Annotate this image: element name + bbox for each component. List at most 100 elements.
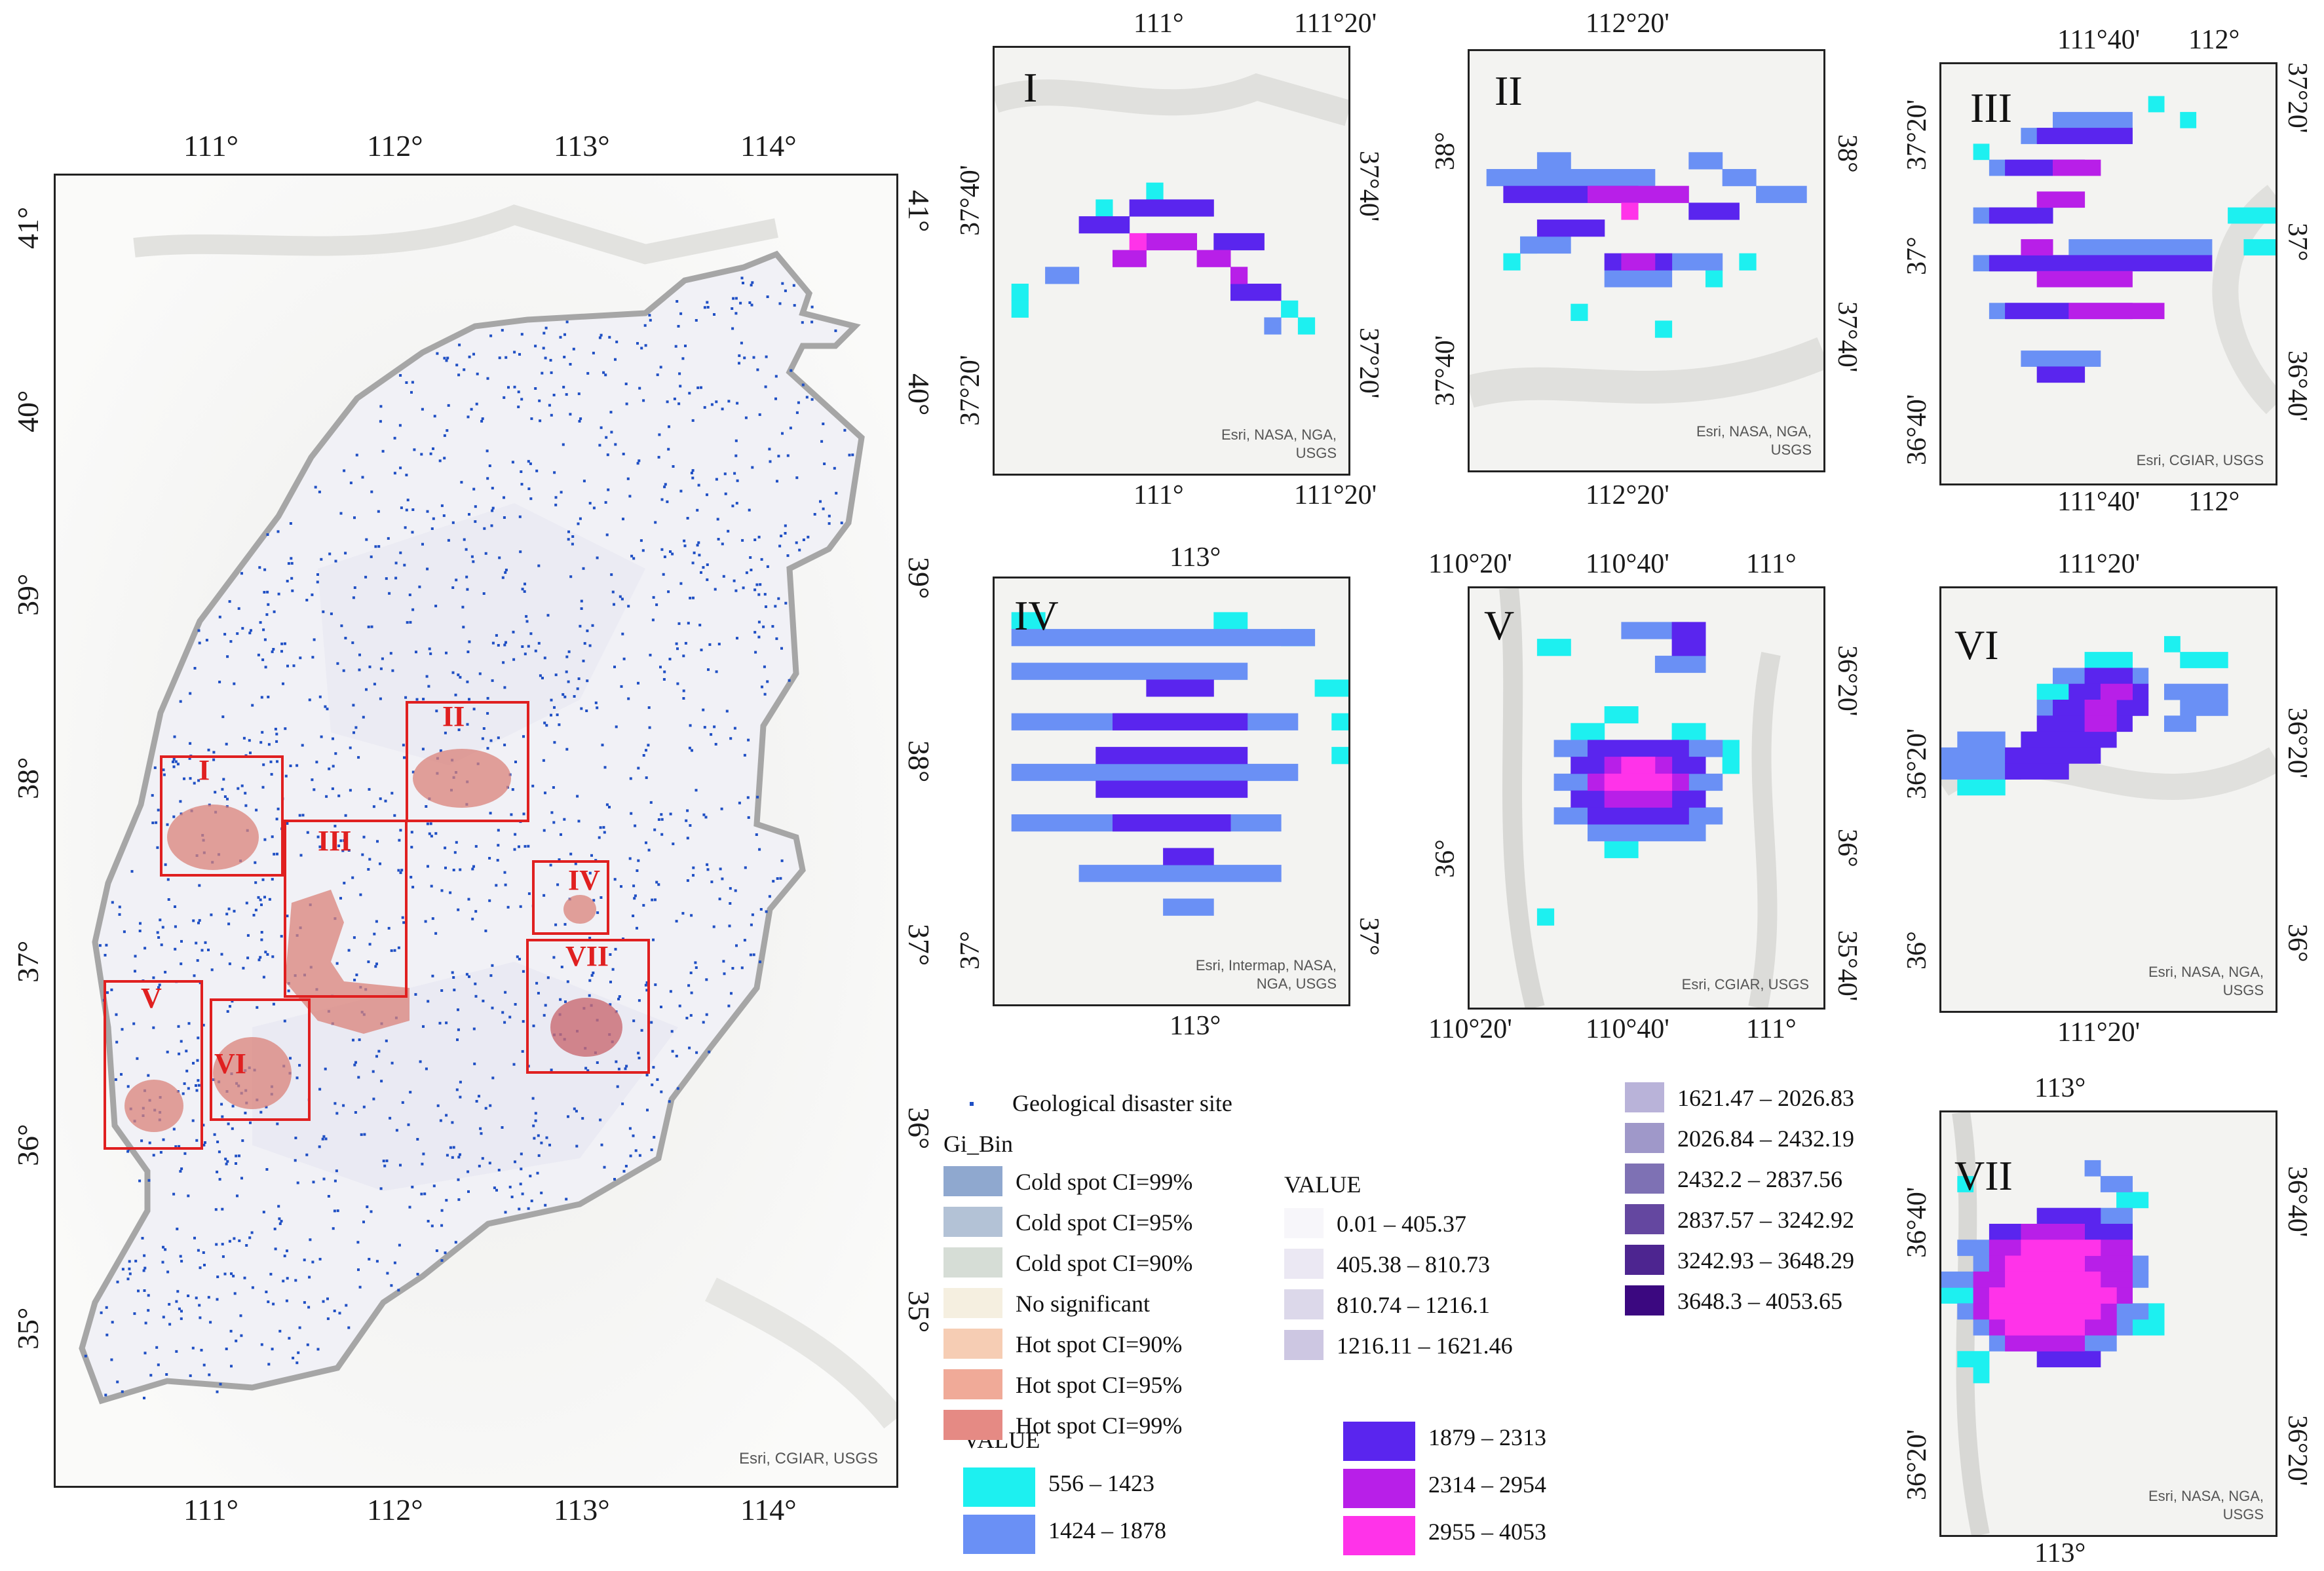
disaster-site-dot xyxy=(263,568,267,571)
disaster-site-dot xyxy=(173,735,176,738)
density-cell xyxy=(1078,865,1282,882)
disaster-site-dot xyxy=(600,333,603,337)
disaster-site-dot xyxy=(689,724,692,727)
disaster-site-dot xyxy=(240,1334,243,1337)
inset-V-right: 36°20' xyxy=(1832,645,1862,717)
disaster-site-dot xyxy=(133,1312,136,1315)
disaster-site-dot xyxy=(535,981,539,985)
disaster-site-dot xyxy=(688,1046,691,1050)
disaster-site-dot xyxy=(333,1310,336,1312)
disaster-site-dot xyxy=(801,321,804,324)
main-left-label: 41° xyxy=(11,206,45,249)
disaster-site-dot xyxy=(335,962,339,965)
disaster-site-dot xyxy=(514,833,517,836)
disaster-site-dot xyxy=(260,696,263,699)
disaster-site-dot xyxy=(463,538,466,541)
disaster-site-dot xyxy=(548,1143,551,1146)
disaster-site-dot xyxy=(534,1119,537,1122)
disaster-site-dot xyxy=(642,754,645,757)
disaster-site-dot xyxy=(289,1057,292,1060)
disaster-site-dot xyxy=(627,605,630,608)
disaster-site-dot xyxy=(613,603,615,606)
disaster-site-dot xyxy=(702,566,705,569)
attr-line: Esri, NASA, NGA, xyxy=(2148,964,2264,980)
inset-VI-right: 36°20' xyxy=(2282,708,2312,779)
disaster-site-dot xyxy=(254,861,257,864)
disaster-site-dot xyxy=(195,1297,198,1300)
disaster-site-dot xyxy=(130,870,134,873)
main-top-label: 113° xyxy=(554,129,610,162)
disaster-site-dot xyxy=(708,1050,711,1053)
disaster-site-dot xyxy=(569,363,572,366)
density-cell xyxy=(1011,629,1316,647)
disaster-site-dot xyxy=(156,931,159,934)
density-cell xyxy=(1604,773,1673,791)
disaster-site-dot xyxy=(292,664,295,668)
disaster-site-dot xyxy=(550,413,553,417)
disaster-site-dot xyxy=(654,983,657,987)
disaster-site-dot xyxy=(668,658,672,660)
disaster-site-dot xyxy=(225,1162,228,1165)
disaster-site-dot xyxy=(449,1146,452,1149)
disaster-site-dot xyxy=(529,1175,532,1178)
disaster-site-dot xyxy=(263,896,266,899)
disaster-site-dot xyxy=(349,746,352,749)
disaster-site-dot xyxy=(453,851,457,854)
density-cell xyxy=(1129,199,1214,217)
disaster-site-dot xyxy=(263,638,267,641)
disaster-site-dot xyxy=(541,677,544,679)
disaster-site-dot xyxy=(746,796,750,799)
disaster-site-dot xyxy=(582,659,585,662)
disaster-site-dot xyxy=(166,1270,170,1274)
disaster-site-dot xyxy=(364,575,368,578)
terrain-ridge xyxy=(2212,185,2276,415)
disaster-site-dot xyxy=(271,1348,274,1351)
disaster-site-dot xyxy=(228,962,231,966)
disaster-site-dot xyxy=(689,824,692,827)
box-label-IV: IV xyxy=(568,864,600,896)
disaster-site-dot xyxy=(240,784,244,787)
disaster-site-dot xyxy=(423,1192,427,1196)
disaster-site-dot xyxy=(207,1296,210,1299)
inset-I-bottom: 111° xyxy=(1133,480,1184,510)
density-cell xyxy=(2053,159,2101,176)
disaster-site-dot xyxy=(689,596,692,599)
disaster-site-dot xyxy=(316,573,319,576)
disaster-site-dot xyxy=(466,723,469,726)
main-bottom-label: 111° xyxy=(183,1493,238,1526)
disaster-site-dot xyxy=(588,979,592,982)
disaster-site-dot xyxy=(501,576,505,579)
disaster-site-dot xyxy=(645,841,647,844)
disaster-site-dot xyxy=(637,859,640,862)
disaster-site-dot xyxy=(467,898,470,901)
disaster-site-dot xyxy=(361,476,364,479)
disaster-site-dot xyxy=(552,956,556,959)
disaster-site-dot xyxy=(276,1122,279,1126)
disaster-site-dot xyxy=(522,812,525,816)
legend-value-swatch xyxy=(1625,1082,1664,1112)
disaster-site-dot xyxy=(306,1343,309,1346)
disaster-site-dot xyxy=(335,1112,339,1115)
disaster-site-dot xyxy=(522,970,525,973)
disaster-site-dot xyxy=(763,665,766,668)
disaster-site-dot xyxy=(432,447,434,450)
density-cell xyxy=(1536,908,1555,926)
hotspot-cluster-V xyxy=(124,1080,183,1132)
inset-III-bottom: 112° xyxy=(2188,487,2240,517)
legend-value-label: 1621.47 – 2026.83 xyxy=(1677,1085,1854,1111)
disaster-site-dot xyxy=(264,666,267,669)
disaster-site-dot xyxy=(543,829,546,832)
disaster-site-dot xyxy=(579,417,582,421)
disaster-site-dot xyxy=(563,333,566,336)
density-cell xyxy=(2005,747,2101,764)
disaster-site-dot xyxy=(596,556,599,559)
disaster-site-dot xyxy=(445,1114,448,1117)
disaster-site-dot xyxy=(474,982,477,985)
disaster-site-dot xyxy=(311,656,314,659)
disaster-site-dot xyxy=(607,488,610,491)
disaster-site-dot xyxy=(505,356,508,359)
disaster-site-dot xyxy=(472,1027,476,1031)
disaster-site-dot xyxy=(367,960,370,964)
main-left-label: 37° xyxy=(11,940,45,983)
disaster-site-dot xyxy=(689,1013,693,1017)
